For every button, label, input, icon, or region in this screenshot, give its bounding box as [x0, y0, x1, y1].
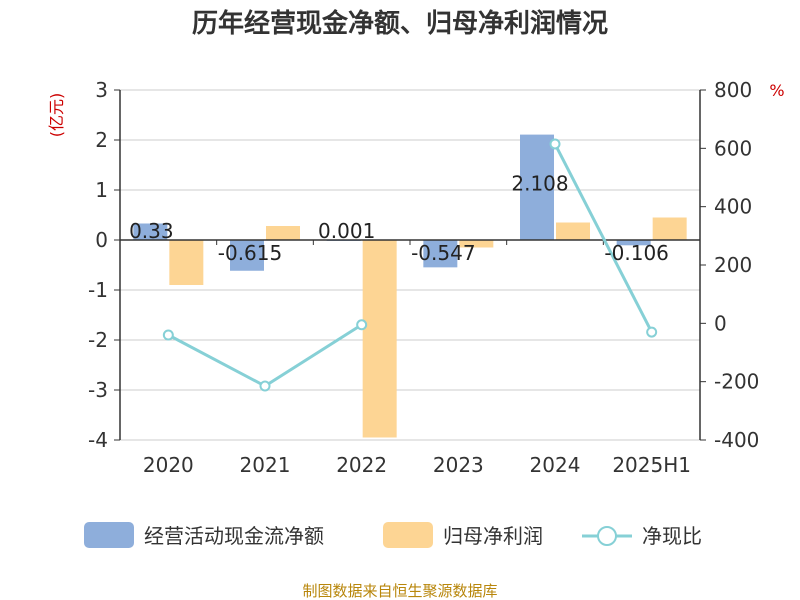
cashflow-bar: [423, 240, 458, 268]
profit-bar: [362, 240, 397, 438]
legend-swatch-cashflow: [84, 522, 134, 548]
legend-label-ratio: 净现比: [642, 524, 702, 548]
left-tick-label: 3: [95, 78, 108, 102]
x-tick-label: 2022: [336, 453, 387, 477]
cashflow-data-label: 0.001: [318, 219, 375, 243]
ratio-point: [162, 329, 174, 341]
legend: 经营活动现金流净额 归母净利润 净现比: [84, 522, 702, 548]
legend-label-profit: 归母净利润: [443, 524, 543, 548]
left-tick-label: -1: [88, 278, 108, 302]
left-tick-label: -3: [88, 378, 108, 402]
right-tick-label: 600: [714, 136, 752, 160]
left-axis-unit: (亿元): [47, 93, 66, 138]
right-tick-label: 0: [714, 311, 727, 335]
profit-bar: [266, 226, 300, 240]
x-tick-label: 2021: [240, 453, 291, 477]
left-tick-label: 0: [95, 228, 108, 252]
cashflow-bar: [616, 240, 651, 246]
cashflow-bar: [520, 134, 554, 240]
cashflow-data-label: -0.106: [604, 241, 668, 265]
cashflow-bar: [133, 223, 168, 240]
cashflow-data-label: -0.615: [218, 241, 282, 265]
right-tick-label: -200: [714, 370, 759, 394]
cashflow-data-label: 2.108: [511, 172, 568, 196]
right-tick-label: 800: [714, 78, 752, 102]
ratio-point: [646, 326, 658, 338]
left-tick-label: 1: [95, 178, 108, 202]
x-tick-label: 2024: [530, 453, 581, 477]
left-tick-label: 2: [95, 128, 108, 152]
right-tick-label: -400: [714, 428, 759, 452]
legend-label-cashflow: 经营活动现金流净额: [144, 524, 324, 548]
chart-title: 历年经营现金净额、归母净利润情况: [192, 8, 608, 39]
ratio-line: [553, 143, 654, 333]
x-tick-label: 2023: [433, 453, 484, 477]
cashflow-bar: [230, 240, 264, 271]
left-tick-label: -2: [88, 328, 108, 352]
profit-bar: [556, 222, 590, 240]
cashflow-data-label: -0.547: [411, 241, 475, 265]
data-labels-group: 0.33 -0.615 0.001 -0.547 2.108 -0.106: [129, 172, 669, 265]
profit-bar: [459, 240, 494, 248]
right-axis-unit: %: [769, 81, 784, 100]
ratio-line-group: [162, 138, 658, 392]
grid-lines: [120, 89, 700, 441]
axes-group: 3 2 1 0 -1 -2 -3 -4 800 600 400 200 0 -200 -400 2020 202…: [88, 78, 759, 477]
legend-swatch-ratio-point: [597, 526, 617, 546]
ratio-line: [167, 323, 363, 388]
right-tick-label: 200: [714, 253, 752, 277]
x-tick-label: 2020: [143, 453, 194, 477]
profit-bar: [652, 217, 687, 240]
legend-swatch-profit: [383, 522, 433, 548]
x-tick-label: 2025H1: [612, 453, 691, 477]
left-tick-label: -4: [88, 428, 108, 452]
right-tick-label: 400: [714, 195, 752, 219]
ratio-point: [549, 138, 561, 150]
source-note: 制图数据来自恒生聚源数据库: [302, 582, 497, 600]
profit-bar: [169, 240, 204, 285]
cashflow-data-label: 0.33: [129, 219, 174, 243]
ratio-point: [259, 380, 271, 392]
ratio-point: [356, 319, 368, 331]
bars-group: [133, 134, 687, 438]
